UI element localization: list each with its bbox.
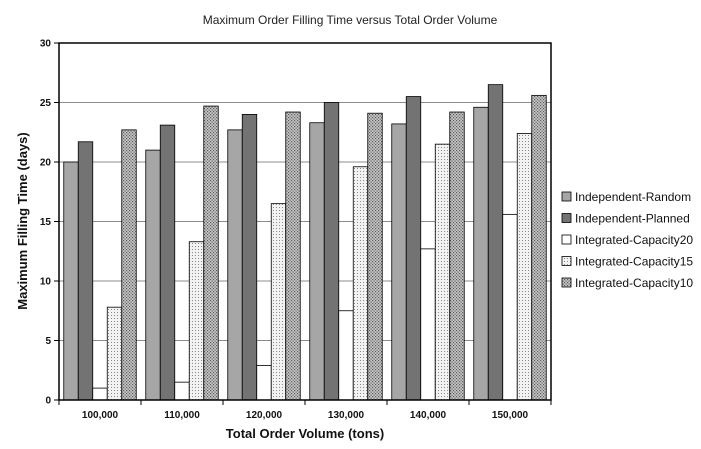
chart-title: Maximum Order Filling Time versus Total … (203, 13, 498, 27)
y-tick-label: 0 (45, 396, 51, 407)
legend-swatch (561, 213, 572, 223)
y-tick-label: 15 (40, 217, 52, 228)
bar-integrated-capacity10 (531, 94, 547, 401)
bar-integrated-capacity15 (434, 143, 451, 401)
bar-independent-planned (323, 102, 340, 401)
legend-swatch (561, 277, 572, 288)
bar-independent-random (145, 149, 161, 401)
bar-independent-random (309, 122, 325, 401)
bars (63, 84, 547, 401)
bar-independent-random (63, 161, 79, 401)
bar-integrated-capacity15 (106, 306, 123, 401)
bar-integrated-capacity20 (420, 248, 436, 401)
bar-independent-planned (405, 96, 422, 401)
legend-label: Integrated-Capacity15 (575, 255, 693, 269)
x-tick-label: 110,000 (164, 410, 200, 421)
y-tick-label: 5 (45, 336, 51, 347)
bar-integrated-capacity15 (270, 203, 287, 401)
y-axis-ticks: 0 5 10 15 20 25 30 (40, 39, 59, 407)
x-tick-label: 130,000 (328, 410, 365, 421)
legend-label: Integrated-Capacity10 (575, 276, 693, 290)
y-tick-label: 20 (40, 158, 52, 169)
bar-integrated-capacity15 (516, 133, 533, 401)
bar-integrated-capacity10 (449, 111, 465, 401)
bar-integrated-capacity20 (174, 381, 190, 401)
y-tick-label: 25 (40, 98, 52, 109)
y-tick-label: 30 (40, 39, 52, 50)
bar-independent-random (391, 123, 407, 401)
bar-independent-planned (159, 124, 176, 401)
bar-integrated-capacity20 (92, 387, 108, 401)
x-tick-label: 120,000 (246, 410, 283, 421)
bar-integrated-capacity20 (338, 310, 354, 401)
bar-independent-planned (77, 141, 94, 401)
bar-integrated-capacity15 (188, 241, 205, 401)
bar-independent-random (473, 106, 489, 401)
bar-independent-planned (241, 114, 258, 401)
legend: Independent-Random Independent-Planned Int… (561, 190, 693, 290)
y-axis-label: Maximum Filling Time (days) (15, 132, 30, 309)
x-tick-label: 100,000 (82, 410, 119, 421)
x-tick-label: 150,000 (492, 410, 529, 421)
bar-integrated-capacity15 (352, 166, 369, 401)
bar-integrated-capacity20 (256, 365, 272, 401)
legend-label: Independent-Random (575, 190, 691, 204)
legend-swatch (561, 256, 572, 266)
x-tick-label: 140,000 (410, 410, 447, 421)
bar-integrated-capacity20 (502, 213, 518, 401)
x-axis-ticks: 100,000 110,000 120,000 130,000 140,000 150,0… (58, 400, 552, 421)
bar-independent-random (227, 129, 243, 401)
bar-independent-planned (487, 84, 504, 401)
legend-label: Integrated-Capacity20 (575, 233, 693, 247)
legend-swatch (561, 191, 572, 202)
legend-swatch (561, 234, 572, 245)
legend-label: Independent-Planned (575, 212, 690, 226)
bar-integrated-capacity10 (121, 129, 137, 401)
bar-integrated-capacity10 (367, 112, 383, 401)
bar-integrated-capacity10 (203, 105, 219, 401)
gridlines (59, 102, 551, 341)
y-tick-label: 10 (40, 277, 52, 288)
bar-integrated-capacity10 (285, 111, 301, 401)
x-axis-label: Total Order Volume (tons) (226, 426, 384, 441)
